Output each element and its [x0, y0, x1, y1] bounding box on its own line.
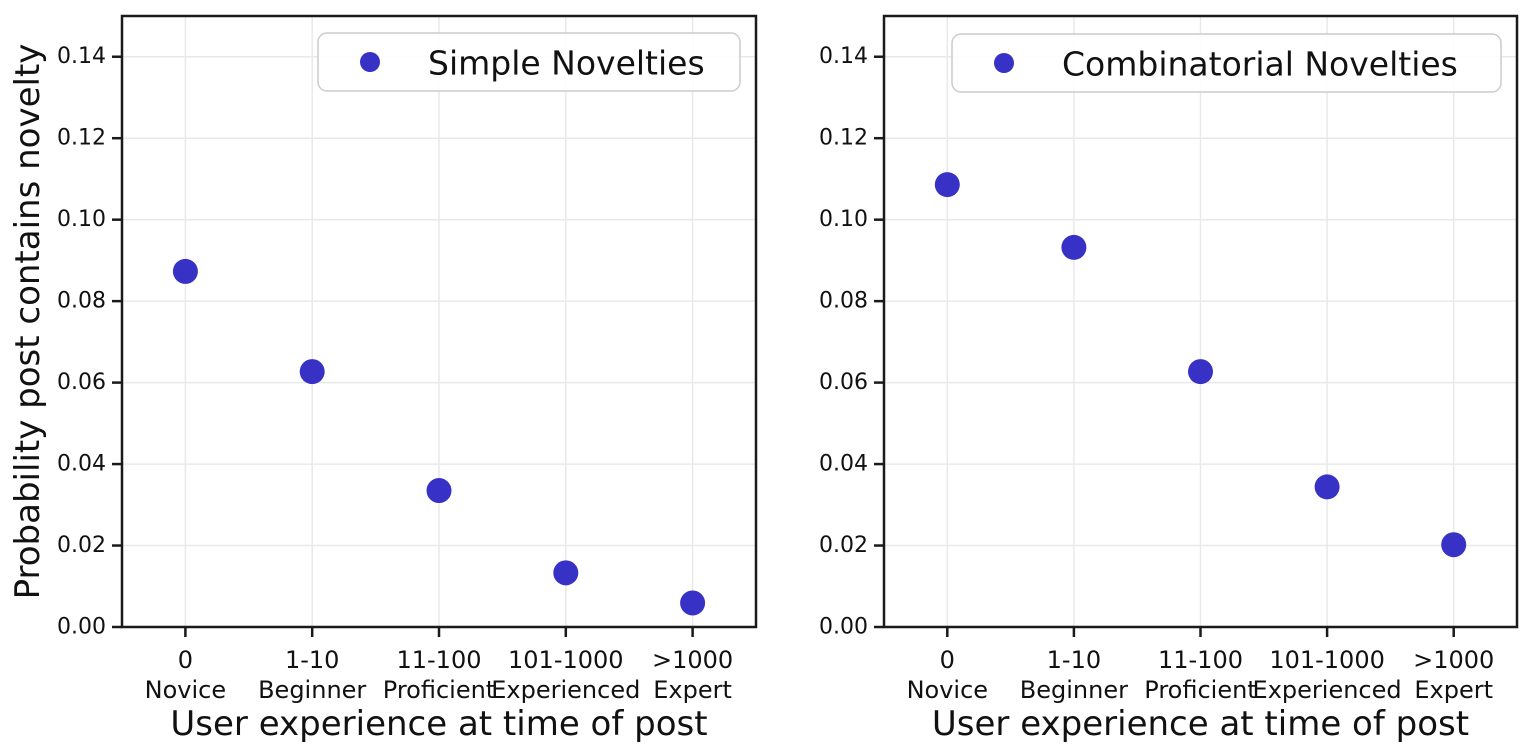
x-tick-label-name: Proficient [1144, 676, 1256, 704]
x-axis-label: User experience at time of post [932, 704, 1469, 744]
x-tick-label-name: Experienced [1253, 676, 1402, 704]
data-point [1441, 532, 1467, 558]
x-tick-label-name: Proficient [383, 676, 495, 704]
data-point [172, 258, 198, 284]
legend-box [951, 33, 1502, 93]
x-tick-label-name: Expert [653, 676, 732, 704]
x-tick-label-range: 0 [940, 646, 955, 674]
x-tick-label-range: 101-1000 [508, 646, 624, 674]
y-tick-label: 0.12 [57, 126, 106, 151]
y-tick-label: 0.00 [819, 615, 868, 640]
x-tick-label-range: 11-100 [1158, 646, 1243, 674]
y-tick-label: 0.02 [57, 533, 106, 558]
y-tick-label: 0.06 [57, 370, 106, 395]
y-tick-label: 0.14 [57, 44, 106, 69]
x-tick-label-range: 11-100 [396, 646, 481, 674]
y-tick-label: 0.04 [57, 452, 106, 477]
x-tick-label-name: Expert [1414, 676, 1493, 704]
y-tick-label: 0.12 [819, 126, 868, 151]
y-tick-label: 0.08 [57, 289, 106, 314]
x-tick-label-name: Novice [145, 676, 226, 704]
legend-box [317, 32, 741, 92]
data-point [1188, 359, 1213, 385]
data-point [934, 172, 960, 198]
x-tick-label-range: >1000 [652, 646, 733, 674]
x-tick-label-range: 1-10 [285, 646, 339, 674]
legend-label: Simple Novelties [428, 44, 705, 83]
data-point [680, 590, 706, 616]
x-axis-label: User experience at time of post [170, 704, 707, 744]
y-tick-label: 0.04 [819, 452, 868, 477]
y-tick-label: 0.02 [819, 533, 868, 558]
legend-marker-icon [360, 52, 380, 72]
data-point [1314, 474, 1340, 500]
x-tick-label-name: Experienced [491, 676, 640, 704]
y-tick-label: 0.14 [819, 44, 868, 69]
legend-label: Combinatorial Novelties [1062, 45, 1458, 84]
x-tick-label-name: Beginner [258, 676, 366, 704]
x-tick-label-name: Novice [907, 676, 988, 704]
x-tick-label-range: 101-1000 [1269, 646, 1385, 674]
y-tick-label: 0.10 [57, 207, 106, 232]
y-tick-label: 0.08 [819, 289, 868, 314]
data-point [299, 359, 325, 385]
x-tick-label-range: >1000 [1413, 646, 1494, 674]
x-tick-label-range: 0 [178, 646, 193, 674]
x-tick-label-range: 1-10 [1047, 646, 1101, 674]
y-axis-label: Probability post contains novelty [8, 44, 48, 600]
y-tick-label: 0.06 [819, 370, 868, 395]
x-tick-label-name: Beginner [1020, 676, 1128, 704]
data-point [1061, 234, 1087, 260]
data-point [426, 478, 452, 504]
y-tick-label: 0.10 [819, 207, 868, 232]
data-point [553, 560, 579, 586]
legend-marker-icon [994, 53, 1014, 73]
y-tick-label: 0.00 [57, 615, 106, 640]
